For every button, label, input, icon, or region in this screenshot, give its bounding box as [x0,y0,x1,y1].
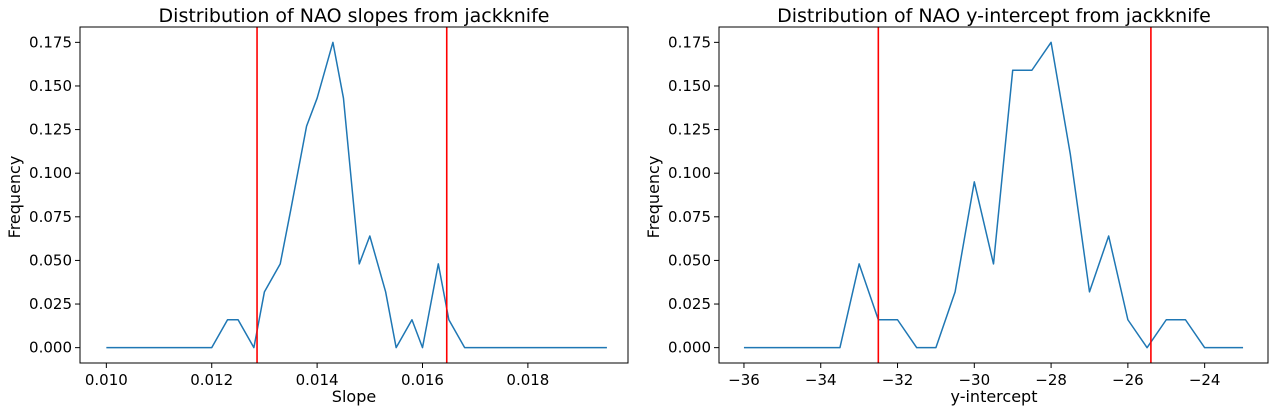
plot-marks [743,27,1244,363]
x-tick-label: 0.014 [296,371,339,389]
y-axis-label: Frequency [5,156,24,239]
x-tick-label: 0.012 [190,371,233,389]
x-axis-label: Slope [332,387,376,406]
y-tick-label: 0.000 [668,339,711,357]
y-tick-label: 0.075 [29,208,72,226]
x-tick-label: −28 [1035,371,1067,389]
y-tick-label: 0.125 [29,121,72,139]
y-tick-label: 0.100 [29,164,72,182]
y-tick-label: 0.150 [29,77,72,95]
y-axis-label: Frequency [644,156,663,239]
plot-frame [718,26,1269,364]
chart-title: Distribution of NAO y-intercept from jac… [777,5,1211,27]
slope-chart: Distribution of NAO slopes from jackknif… [5,5,629,406]
y-intercept-chart: Distribution of NAO y-intercept from jac… [644,5,1269,406]
x-tick-label: 0.016 [401,371,444,389]
plot-marks [106,27,607,363]
x-tick-label: −36 [728,371,760,389]
y-tick-label: 0.175 [668,33,711,51]
chart-title: Distribution of NAO slopes from jackknif… [159,5,550,27]
plot-frame [79,26,629,364]
x-tick-label: −34 [805,371,837,389]
y-tick-label: 0.050 [29,251,72,269]
y-tick-label: 0.100 [668,164,711,182]
x-tick-label: −30 [958,371,990,389]
y-tick-label: 0.025 [668,295,711,313]
y-tick-label: 0.075 [668,208,711,226]
axis-ticks: −36 −34 −32 −30 −28 −26 −24 0.000 0.025 0.050 0.07… [668,33,1220,389]
x-tick-label: 0.010 [85,371,128,389]
x-tick-label: −32 [882,371,914,389]
x-tick-label: 0.018 [506,371,549,389]
y-tick-label: 0.175 [29,33,72,51]
y-tick-label: 0.050 [668,251,711,269]
series-line-0 [743,41,1244,349]
x-axis-label: y-intercept [951,387,1038,406]
axis-ticks: 0.010 0.012 0.014 0.016 0.018 0.000 0.025 0.050… [29,33,549,389]
series-line-0 [106,41,607,349]
y-tick-label: 0.150 [668,77,711,95]
x-tick-label: −24 [1189,371,1221,389]
y-tick-label: 0.000 [29,339,72,357]
y-tick-label: 0.025 [29,295,72,313]
y-tick-label: 0.125 [668,121,711,139]
x-tick-label: −26 [1112,371,1144,389]
